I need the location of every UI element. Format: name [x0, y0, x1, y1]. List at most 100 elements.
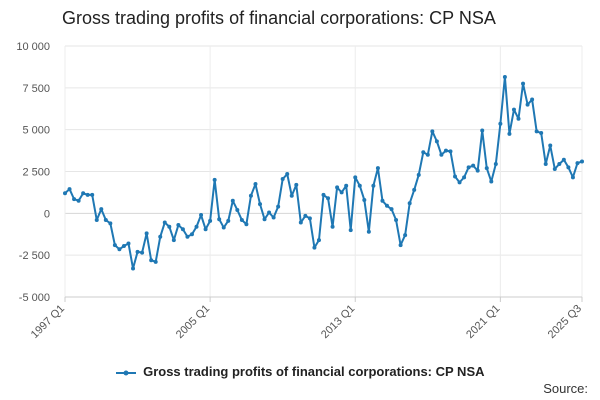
x-tick-label: 2013 Q1 [319, 303, 357, 341]
data-point [534, 129, 539, 134]
y-axis: 10 000 7 500 5 000 2 500 0 -2 500 -5 000 [16, 41, 50, 304]
y-tick-label: 7 500 [22, 83, 50, 95]
data-point [434, 139, 439, 144]
data-point [480, 128, 485, 133]
x-tick-label: 1997 Q1 [29, 303, 67, 341]
data-point [566, 165, 571, 170]
data-point [212, 177, 217, 182]
data-point [407, 201, 412, 206]
data-point [398, 243, 403, 248]
data-point [235, 207, 240, 212]
data-point [162, 220, 167, 225]
data-point [375, 166, 380, 171]
data-point [498, 121, 503, 126]
data-point [153, 259, 158, 264]
data-point [394, 218, 399, 223]
data-point [271, 215, 276, 220]
data-point [189, 232, 194, 237]
data-point [543, 161, 548, 166]
data-point [425, 152, 430, 157]
data-point [466, 165, 471, 170]
data-point [221, 225, 226, 230]
data-point [570, 175, 575, 180]
data-point [285, 172, 290, 177]
data-point [140, 250, 145, 255]
data-point [326, 196, 331, 201]
data-point [457, 180, 462, 185]
data-point [131, 266, 136, 271]
data-point [294, 182, 299, 187]
data-point [217, 217, 222, 222]
data-point [248, 193, 253, 198]
data-point [253, 182, 258, 187]
data-point [321, 192, 326, 197]
data-point [103, 218, 108, 223]
legend[interactable]: Gross trading profits of financial corpo… [0, 364, 600, 379]
data-point [389, 207, 394, 212]
data-point [226, 218, 231, 223]
data-point [312, 245, 317, 250]
data-point [199, 213, 204, 218]
data-point [90, 192, 95, 197]
data-point [258, 202, 263, 207]
y-tick-label: 5 000 [22, 125, 50, 137]
data-point [439, 152, 444, 157]
data-point [176, 223, 181, 228]
data-point [511, 107, 516, 112]
data-point [244, 222, 249, 227]
data-point [112, 243, 117, 248]
data-point [502, 74, 507, 79]
data-point [348, 228, 353, 233]
y-tick-label: -5 000 [19, 292, 50, 304]
data-point [521, 81, 526, 86]
data-point [489, 179, 494, 184]
data-point [85, 192, 90, 197]
x-tick-label: 2005 Q1 [174, 303, 212, 341]
data-point [525, 102, 530, 107]
x-tick-label: 2025 Q3 [546, 303, 584, 341]
data-point [262, 217, 267, 222]
data-point [67, 187, 72, 192]
data-point [448, 149, 453, 154]
data-point [371, 183, 376, 188]
data-point [557, 161, 562, 166]
data-point [530, 97, 535, 102]
data-point [344, 183, 349, 188]
data-point [194, 224, 199, 229]
data-point [185, 234, 190, 239]
data-point [149, 258, 154, 263]
data-point [63, 191, 67, 196]
data-point [493, 161, 498, 166]
data-point [421, 150, 426, 155]
data-point [580, 159, 584, 164]
data-point [121, 243, 126, 248]
y-tick-label: 0 [44, 208, 50, 220]
data-point [289, 193, 294, 198]
data-point [516, 116, 521, 121]
legend-label: Gross trading profits of financial corpo… [143, 364, 485, 379]
source-label: Source: [543, 381, 588, 396]
data-point [117, 247, 122, 252]
legend-line-marker [116, 370, 137, 376]
data-point [357, 183, 362, 188]
data-point [280, 177, 285, 182]
data-point [507, 131, 512, 136]
data-point [158, 234, 163, 239]
data-point [380, 198, 385, 203]
data-point [366, 229, 371, 234]
data-point [430, 129, 435, 134]
data-point [239, 218, 244, 223]
data-point [384, 203, 389, 208]
data-point [539, 131, 544, 136]
data-point [81, 191, 86, 196]
y-tick-label: -2 500 [19, 250, 50, 262]
data-point [362, 197, 367, 202]
data-point [230, 198, 235, 203]
data-point [126, 241, 131, 246]
data-point [330, 224, 335, 229]
data-point [94, 218, 99, 223]
data-point [72, 197, 77, 202]
data-series [63, 74, 584, 271]
chart-title: Gross trading profits of financial corpo… [62, 8, 496, 28]
